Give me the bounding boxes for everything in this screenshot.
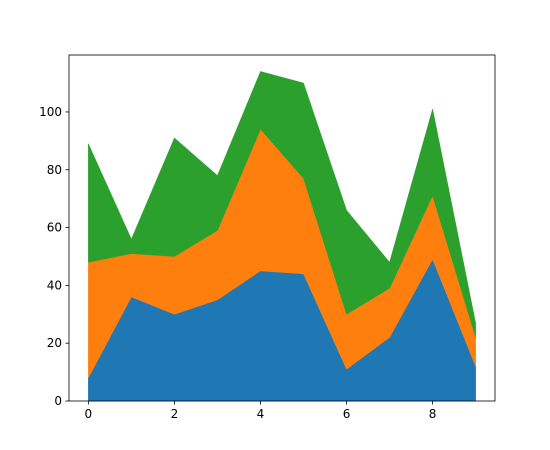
area <box>88 71 476 338</box>
y-tick-label: 40 <box>47 278 62 292</box>
x-tick-label: 0 <box>85 407 93 421</box>
plot-frame <box>68 54 496 402</box>
y-tick-label: 100 <box>39 105 62 119</box>
y-tick-label: 20 <box>47 336 62 350</box>
y-tick-label: 80 <box>47 163 62 177</box>
y-tick-label: 60 <box>47 221 62 235</box>
x-tick-label: 6 <box>343 407 351 421</box>
x-tick-label: 8 <box>429 407 437 421</box>
y-tick-label: 0 <box>54 394 62 408</box>
x-tick-label: 4 <box>257 407 265 421</box>
x-tick-label: 2 <box>171 407 179 421</box>
